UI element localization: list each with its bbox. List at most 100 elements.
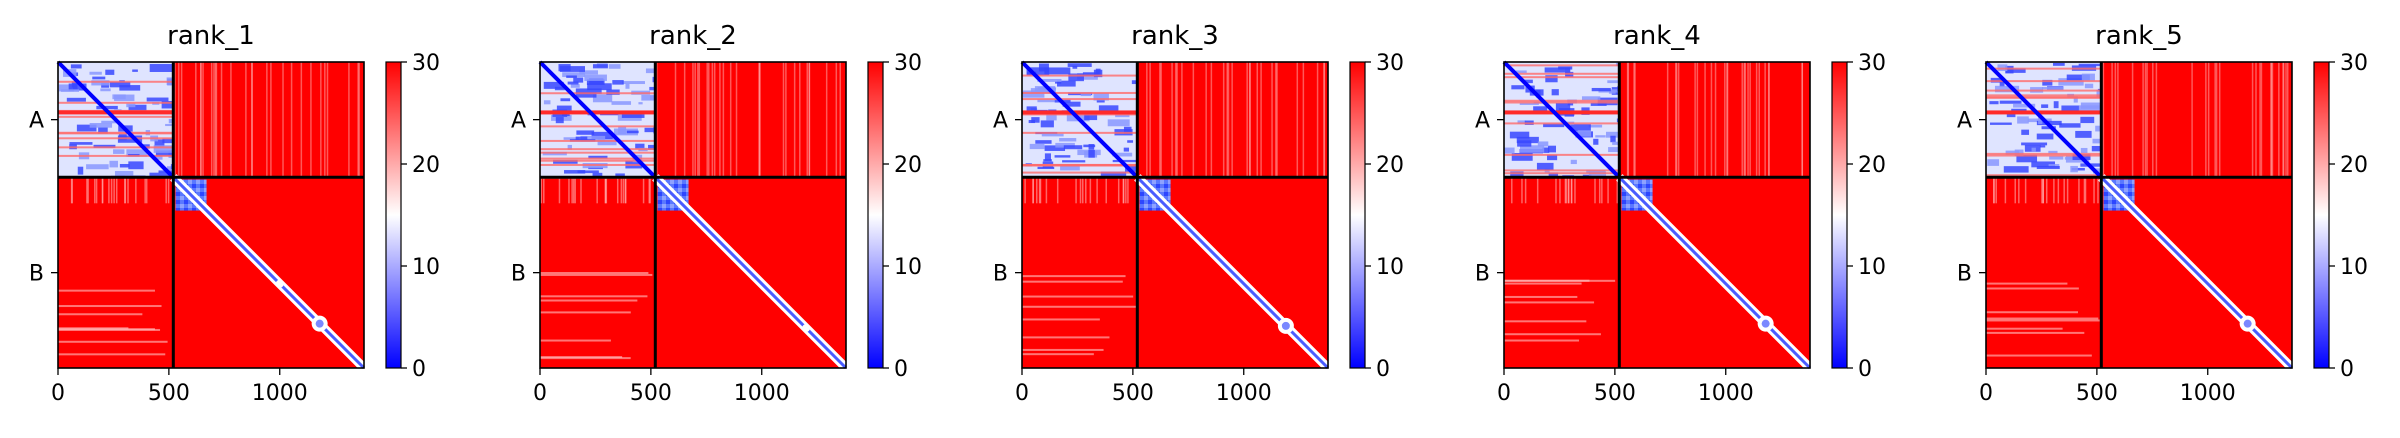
block-a-a (538, 60, 657, 179)
block-b-a-streak (113, 177, 115, 204)
x-tick-label: 0 (1979, 381, 1993, 406)
block-a-a-patch (1037, 99, 1055, 103)
block-a-a-patch (1548, 172, 1559, 178)
block-a-a-patch (1593, 138, 1599, 145)
block-a-a-stripe (1986, 96, 2102, 99)
block-a-a-patch (1517, 120, 1526, 124)
block-a-a-patch (573, 77, 584, 83)
block-b-a-streak (580, 177, 582, 204)
block-a-b-streak (793, 62, 796, 178)
panel-1: rank_1 0 500 1000 A B 0 10 20 30 (29, 21, 440, 406)
block-a-a-patch (132, 69, 138, 72)
block-a-a-patch (1516, 136, 1539, 144)
block-b-a-row (1986, 331, 2085, 334)
block-b-a-row (1986, 311, 2078, 314)
block-a-b-streak (210, 62, 213, 178)
block-b-b-diagonal (1136, 176, 1330, 370)
colorbar-frame (867, 61, 884, 369)
block-a-b-streak (1276, 62, 1278, 178)
block-a-b-streak (324, 62, 326, 178)
block-a-b-streak (1696, 62, 1699, 178)
block-b-a-streak (1616, 177, 1619, 204)
x-tick-label: 1000 (252, 381, 308, 406)
diagonal-feature-core (1281, 321, 1290, 330)
block-a-b-streak (1210, 62, 1213, 178)
block-b-a-row (1022, 295, 1134, 298)
block-a-a-stripe (1504, 153, 1620, 156)
block-b-a-streak (574, 177, 576, 204)
block-b-a-streak (572, 177, 575, 204)
block-a-b-streak (230, 62, 232, 178)
block-b-a-streak (1039, 177, 1042, 204)
block-a-a-patch (1544, 67, 1571, 73)
block-a-a-patch (555, 117, 564, 124)
block-a-a-stripe (1504, 76, 1620, 79)
block-b-a-row (1504, 339, 1580, 342)
block-b-a-streak (1125, 177, 1127, 204)
block-a-a-patch (1999, 79, 2005, 87)
y-tick-label: B (1957, 262, 1972, 287)
block-a-b-streak (694, 62, 696, 178)
block-a-a-patch (1504, 147, 1515, 154)
block-a-b-streak (1175, 62, 1177, 178)
block-a-b-streak (310, 62, 312, 178)
block-b-b-diagonal (2100, 176, 2294, 370)
block-a-a-patch (89, 123, 113, 128)
block-a-a-patch (1062, 101, 1081, 107)
block-a-b-streak (1146, 62, 1148, 178)
block-a-a-patch (2041, 87, 2064, 90)
block-b-a-row (1986, 319, 2100, 322)
block-a-a-patch (1522, 79, 1533, 84)
block-a-a-patch (1112, 152, 1133, 157)
block-a-a-patch (588, 155, 608, 159)
block-a-a-patch (1040, 120, 1054, 128)
block-b-a-row (1022, 336, 1110, 339)
block-a-a-patch (1127, 140, 1134, 143)
block-a-a-patch (146, 97, 169, 102)
block-b-a-row (540, 273, 653, 276)
block-a-a-patch (60, 89, 80, 92)
block-a-a-patch (2052, 62, 2065, 66)
block-a-a-patch (644, 127, 656, 133)
block-b-a-streak (620, 177, 623, 204)
colorbar-tick-label: 20 (894, 153, 922, 178)
block-a-a-stripe (1986, 154, 2102, 157)
block-a-a-patch (2081, 73, 2095, 81)
x-tick-label: 0 (533, 381, 547, 406)
block-a-a-patch (1990, 122, 2012, 125)
block-a-a-patch (543, 81, 564, 89)
colorbar-tick-label: 0 (1858, 357, 1872, 382)
block-a-a-patch (1026, 67, 1050, 76)
block-b-a-streak (2014, 177, 2016, 204)
block-a-a-patch (1044, 67, 1071, 75)
x-tick-label: 0 (1015, 381, 1029, 406)
block-a-a-patch (1080, 92, 1091, 97)
block-a-a-patch (1547, 145, 1557, 153)
block-a-a-patch (165, 123, 174, 127)
block-a-b-streak (2205, 62, 2207, 178)
block-a-a-patch (128, 104, 147, 113)
block-a-a-patch (1547, 154, 1558, 161)
block-b-a-streak (2083, 177, 2086, 204)
block-a-b-streak (200, 62, 202, 178)
block-a-a-patch (1987, 159, 2000, 166)
block-a-b-streak (1758, 62, 1761, 178)
block-b-a-streak (144, 177, 146, 204)
block-a-a-patch (154, 139, 165, 147)
plot-frame (1021, 61, 1329, 369)
block-a-b-streak (1744, 62, 1747, 178)
block-a-b-streak (357, 62, 359, 178)
block-a-a-patch (1096, 98, 1105, 103)
colorbar-tick-label: 30 (412, 51, 440, 76)
block-a-a-stripe-strong (1986, 110, 2102, 115)
block-b-a-streak (1075, 177, 1077, 204)
block-a-a-patch (592, 64, 608, 69)
x-tick-label: 500 (1112, 381, 1154, 406)
block-a-a-patch (587, 83, 612, 91)
block-a-a-patch (577, 170, 599, 174)
block-a-a (1502, 60, 1621, 179)
block-a-a-patch (2080, 102, 2102, 109)
block-a-a-patch (575, 136, 588, 140)
block-b-a-streak (558, 177, 561, 204)
block-a-b-streak (214, 62, 217, 178)
